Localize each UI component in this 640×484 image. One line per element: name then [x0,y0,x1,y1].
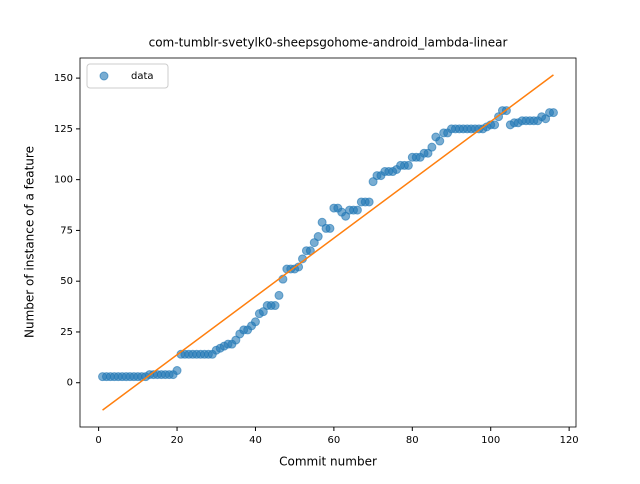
x-axis-label: Commit number [279,455,377,469]
data-point [270,301,280,311]
y-tick-label: 25 [60,327,73,338]
legend-box [86,63,169,89]
plot-frame [79,57,577,428]
y-tick-label: 125 [54,124,73,135]
x-tick-label: 40 [249,435,262,446]
data-point [313,232,323,242]
data-point [172,366,182,376]
x-tick-label: 0 [95,435,101,446]
y-tick-label: 50 [60,276,73,287]
data-point [352,205,362,215]
x-tick-label: 80 [406,435,419,446]
chart-title: com-tumblr-svetylk0-sheepsgohome-android… [149,36,508,50]
data-point [274,290,284,300]
data-point [325,223,335,233]
legend-label: data [131,71,154,82]
legend-marker [99,71,109,81]
data-point [548,108,558,118]
data-point [490,120,500,130]
x-tick-label: 60 [328,435,341,446]
data-point [250,317,260,327]
x-tick-label: 120 [560,435,579,446]
y-tick-label: 100 [54,175,73,186]
y-tick-label: 0 [67,378,73,389]
x-tick-label: 20 [171,435,184,446]
y-tick-label: 75 [60,225,73,236]
y-axis-label: Number of instance of a feature [23,146,37,338]
fit-line [102,74,554,411]
data-point [435,136,445,146]
data-point [427,142,437,152]
data-point [364,197,374,207]
y-tick-label: 150 [54,73,73,84]
x-tick-label: 100 [481,435,500,446]
data-point [403,160,413,170]
